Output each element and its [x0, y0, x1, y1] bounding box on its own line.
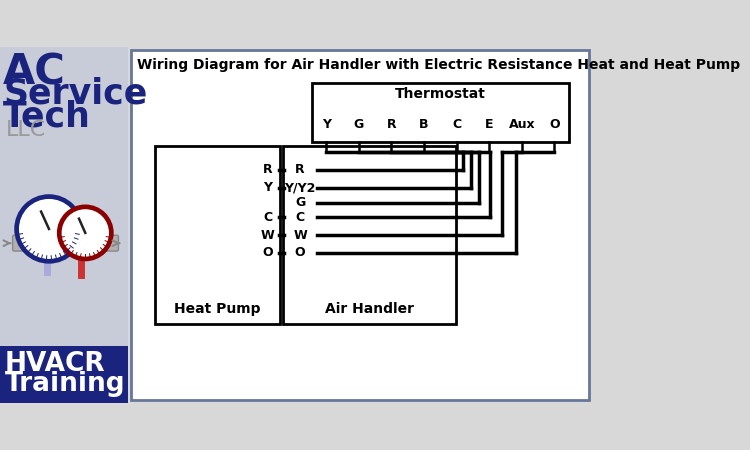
Text: R: R — [263, 163, 272, 176]
Text: Thermostat: Thermostat — [394, 87, 486, 101]
FancyBboxPatch shape — [13, 235, 119, 251]
Text: Heat Pump: Heat Pump — [174, 302, 261, 316]
Text: Wiring Diagram for Air Handler with Electric Resistance Heat and Heat Pump: Wiring Diagram for Air Handler with Elec… — [137, 58, 740, 72]
Text: W: W — [293, 229, 307, 242]
Text: O: O — [549, 118, 560, 131]
Text: HVACR: HVACR — [4, 351, 105, 378]
Text: G: G — [295, 196, 305, 209]
Bar — [0, 47, 128, 403]
Text: B: B — [419, 118, 429, 131]
Bar — [131, 50, 589, 400]
Text: Y: Y — [322, 118, 331, 131]
Bar — [312, 83, 568, 142]
Text: Tech: Tech — [3, 99, 91, 134]
Text: R: R — [386, 118, 396, 131]
Bar — [0, 346, 128, 403]
Bar — [154, 146, 280, 324]
Text: Y/Y2: Y/Y2 — [284, 181, 316, 194]
Text: R: R — [296, 163, 305, 176]
Text: Training: Training — [4, 371, 125, 397]
Circle shape — [19, 199, 79, 259]
Text: AC: AC — [3, 51, 66, 93]
Text: LLC: LLC — [5, 120, 46, 140]
Text: Y: Y — [263, 181, 272, 194]
Text: W: W — [261, 229, 274, 242]
Text: Air Handler: Air Handler — [325, 302, 414, 316]
Text: O: O — [262, 246, 273, 259]
Text: O: O — [295, 246, 305, 259]
Text: C: C — [452, 118, 461, 131]
Text: G: G — [353, 118, 364, 131]
Text: E: E — [485, 118, 494, 131]
Text: C: C — [263, 211, 272, 224]
Circle shape — [62, 209, 109, 256]
Text: Service: Service — [3, 76, 148, 111]
Text: C: C — [296, 211, 304, 224]
Text: Aux: Aux — [509, 118, 535, 131]
Bar — [283, 146, 457, 324]
